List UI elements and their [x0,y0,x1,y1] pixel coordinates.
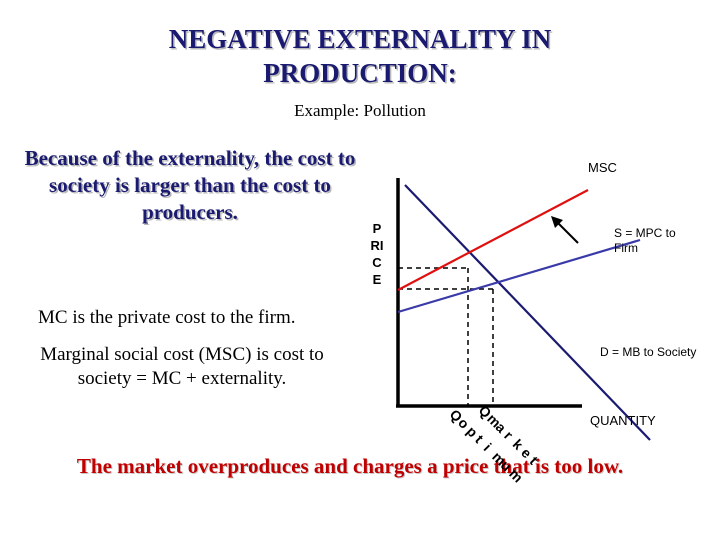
price-axis-letter-c: C [372,255,382,270]
slide-title: NEGATIVE EXTERNALITY IN PRODUCTION: [0,22,720,90]
quantity-label: QUANTITY [590,413,656,428]
price-axis-letter-p: P [372,221,382,236]
demand-curve [404,184,651,441]
msc-curve [397,189,589,291]
shift-arrow-head [551,216,563,228]
price-axis-letter-e: E [372,272,382,287]
mc-note: MC is the private cost to the firm. [38,307,296,328]
slide-subtitle: Example: Pollution [294,101,426,120]
supply-mpc-curve [397,238,641,314]
price-axis-letter-ri: RI [370,238,384,253]
shift-arrow [555,220,579,244]
conclusion-text: The market overproduces and charges a pr… [76,454,624,478]
msc-note: Marginal social cost (MSC) is cost to so… [40,344,324,389]
demand-label: D = MB to Society [600,345,697,359]
slide-title-line2: PRODUCTION: [263,58,457,88]
supply-label: S = MPC to Firm [614,226,676,255]
slide-title-line1: NEGATIVE EXTERNALITY IN [168,24,552,54]
msc-label: MSC [588,160,617,175]
cause-text: Because of the externality, the cost to … [24,146,356,224]
